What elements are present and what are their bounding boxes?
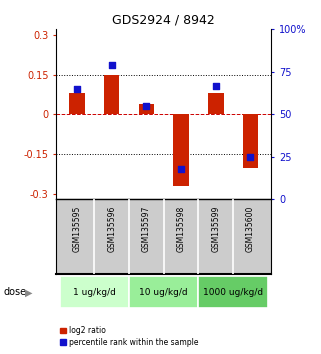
Text: GSM135597: GSM135597 <box>142 205 151 252</box>
Bar <box>129 276 198 308</box>
Text: dose: dose <box>3 287 26 297</box>
Text: GSM135598: GSM135598 <box>177 205 186 252</box>
Bar <box>243 114 258 167</box>
Text: 1000 ug/kg/d: 1000 ug/kg/d <box>203 288 263 297</box>
Text: GSM135595: GSM135595 <box>73 205 82 252</box>
Point <box>144 103 149 109</box>
Bar <box>139 104 154 114</box>
Bar <box>198 276 268 308</box>
Point <box>248 154 253 160</box>
Point <box>74 86 80 92</box>
Bar <box>104 75 119 114</box>
Bar <box>69 93 85 114</box>
Point <box>109 62 114 68</box>
Bar <box>173 114 189 186</box>
Title: GDS2924 / 8942: GDS2924 / 8942 <box>112 14 215 27</box>
Text: ▶: ▶ <box>25 287 33 297</box>
Text: 1 ug/kg/d: 1 ug/kg/d <box>73 288 116 297</box>
Legend: log2 ratio, percentile rank within the sample: log2 ratio, percentile rank within the s… <box>60 326 199 347</box>
Bar <box>208 93 223 114</box>
Point <box>213 83 218 88</box>
Bar <box>60 276 129 308</box>
Point <box>178 166 184 172</box>
Text: GSM135599: GSM135599 <box>211 205 220 252</box>
Text: GSM135596: GSM135596 <box>107 205 116 252</box>
Text: GSM135600: GSM135600 <box>246 205 255 252</box>
Text: 10 ug/kg/d: 10 ug/kg/d <box>139 288 188 297</box>
